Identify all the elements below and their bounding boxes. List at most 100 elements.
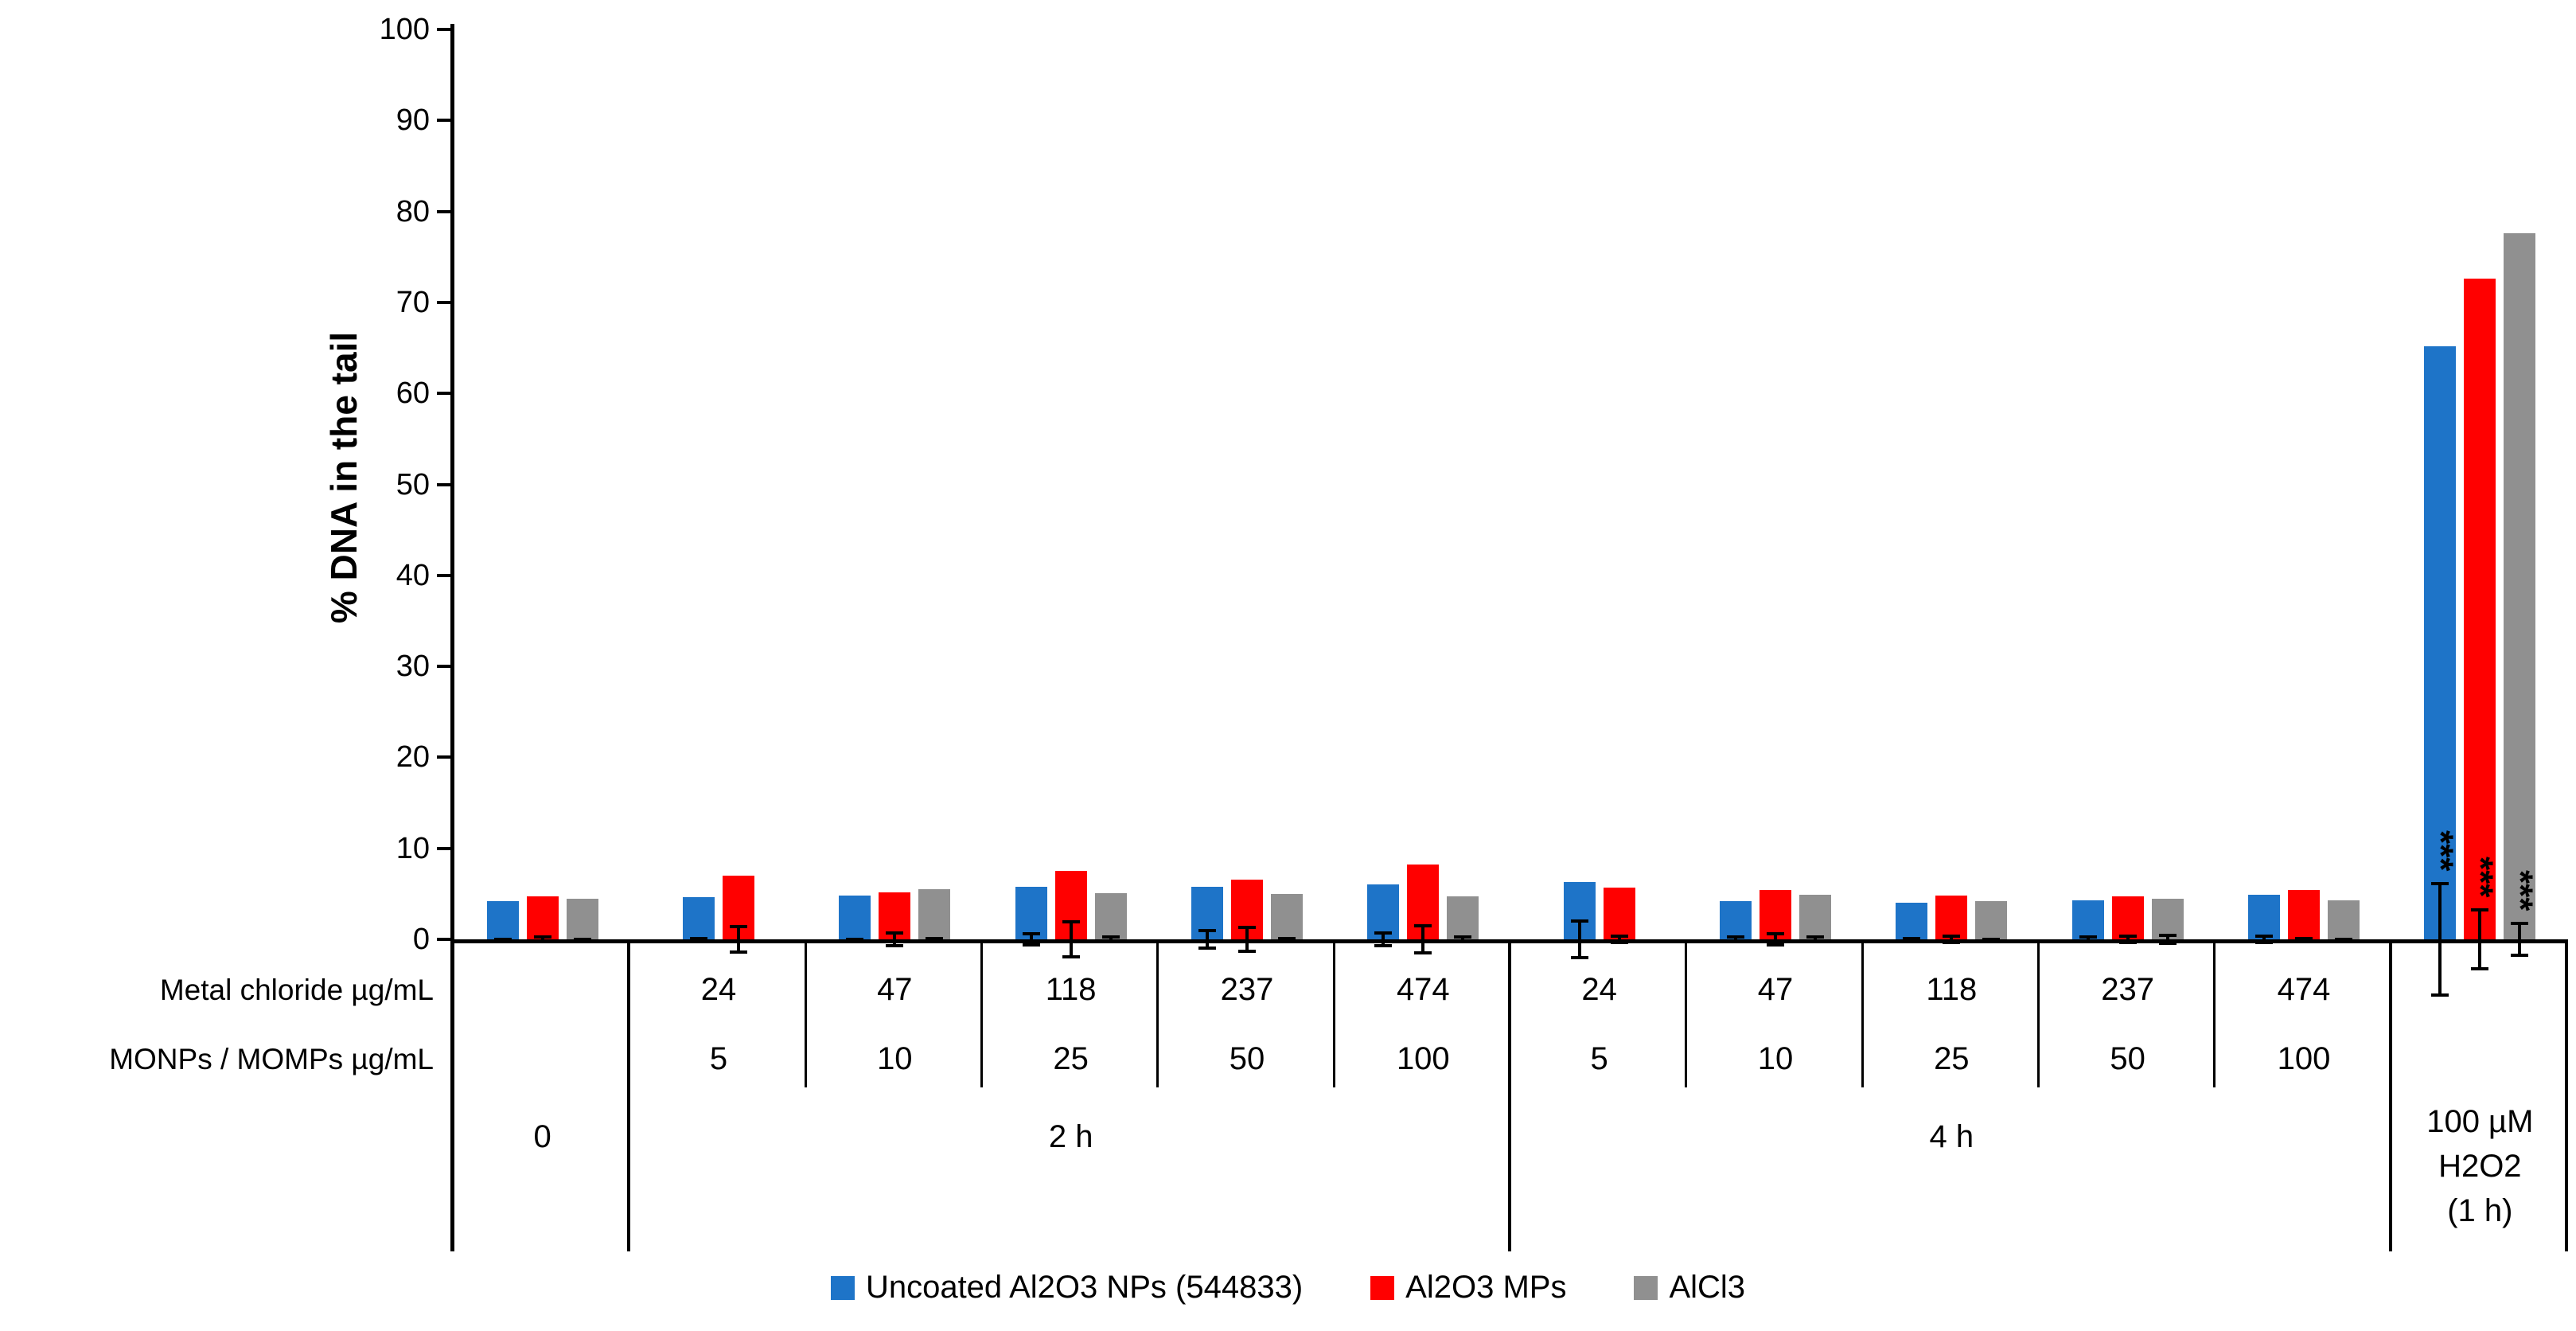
error-bar	[2118, 935, 2137, 944]
y-tick-mark	[437, 119, 451, 123]
y-tick-mark	[437, 573, 451, 577]
bar-group	[2216, 0, 2391, 944]
bar	[839, 896, 871, 942]
y-tick-label: 90	[396, 103, 430, 138]
error-cap-top	[2158, 934, 2177, 938]
error-bar	[1903, 936, 1921, 943]
monps-momps-row-label: MONPs / MOMPs µg/mL	[109, 1043, 434, 1075]
error-cap-top	[1277, 936, 1296, 940]
error-cap-bottom	[2471, 966, 2489, 970]
bar-group	[1687, 0, 1863, 947]
monps-momps-value: 10	[877, 1041, 913, 1076]
error-cap-top	[1237, 925, 1256, 929]
error-bar	[1237, 925, 1256, 954]
bar-group	[1511, 0, 1687, 960]
y-tick-label: 50	[396, 467, 430, 502]
bar	[1603, 887, 1635, 944]
error-cap-top	[2254, 935, 2273, 939]
error-cap-bottom	[1414, 951, 1432, 955]
bar-group	[1864, 0, 2040, 944]
error-bar	[1610, 935, 1628, 944]
monps-momps-value: 100	[1396, 1041, 1450, 1076]
error-whisker	[2518, 922, 2522, 957]
legend-swatch	[1634, 1275, 1658, 1300]
error-whisker	[1109, 935, 1113, 943]
error-cap-top	[1570, 919, 1588, 923]
section-divider	[1508, 939, 1511, 1251]
error-cap-bottom	[2118, 940, 2137, 944]
bar	[1563, 882, 1596, 960]
error-bar	[1766, 931, 1784, 947]
bar	[1094, 892, 1127, 943]
error-cap-bottom	[1903, 939, 1921, 943]
y-tick-label: 0	[412, 923, 430, 956]
bar	[1447, 896, 1479, 943]
bar	[1230, 879, 1263, 954]
legend-swatch	[1370, 1275, 1395, 1300]
error-whisker	[1733, 935, 1737, 943]
y-tick-label: 40	[396, 558, 430, 592]
error-cap-bottom	[846, 938, 864, 942]
error-cap-top	[1766, 931, 1784, 935]
bar	[1935, 896, 1968, 944]
error-cap-top	[729, 924, 747, 928]
error-whisker	[2262, 935, 2266, 944]
significance-label: ***	[2500, 869, 2540, 911]
error-cap-top	[1806, 935, 1824, 939]
significance-label: ***	[2421, 829, 2461, 871]
bar	[486, 901, 519, 942]
error-cap-bottom	[2511, 953, 2529, 957]
error-cap-top	[2118, 935, 2137, 939]
error-whisker	[1069, 920, 1073, 958]
error-cap-top	[926, 936, 944, 940]
error-cap-bottom	[1198, 946, 1216, 950]
error-cap-bottom	[1454, 939, 1472, 943]
bar	[722, 876, 754, 954]
bar-group: *** *** ***	[2392, 0, 2568, 997]
error-cap-top	[2079, 935, 2097, 939]
error-cap-top	[2511, 922, 2529, 926]
section-divider	[627, 939, 631, 1251]
error-whisker	[2438, 881, 2442, 997]
y-tick-label: 30	[396, 650, 430, 684]
error-cap-bottom	[2254, 940, 2273, 944]
section-divider	[2565, 939, 2568, 1251]
error-cap-bottom	[1022, 943, 1040, 947]
bar-group	[807, 0, 983, 948]
metal-chloride-value: 474	[1396, 972, 1450, 1007]
error-whisker	[2478, 908, 2482, 970]
error-bar	[689, 936, 707, 943]
section-divider	[2388, 939, 2392, 1251]
bar	[2327, 900, 2360, 942]
legend-label: Uncoated Al2O3 NPs (544833)	[865, 1270, 1304, 1305]
bar	[1799, 895, 1831, 943]
error-cap-bottom	[729, 950, 747, 954]
error-cap-bottom	[1101, 939, 1120, 943]
error-cap-bottom	[533, 939, 551, 943]
error-cap-bottom	[1766, 943, 1784, 947]
error-bar	[1198, 929, 1216, 950]
bar: ***	[2461, 279, 2500, 970]
error-bar	[2079, 935, 2097, 943]
error-cap-top	[2431, 881, 2449, 885]
bar	[2111, 896, 2144, 944]
error-bar	[1982, 937, 2001, 942]
bar	[682, 897, 715, 943]
error-bar	[1414, 923, 1432, 955]
y-tick-label: 20	[396, 740, 430, 775]
error-bar	[2471, 908, 2489, 970]
error-bar	[2158, 934, 2177, 945]
bar: ***	[2500, 233, 2540, 957]
bar: ***	[2421, 345, 2461, 997]
column-divider	[1861, 939, 1864, 1087]
error-cap-bottom	[1374, 944, 1393, 948]
bar	[1975, 901, 2008, 942]
error-cap-bottom	[2079, 939, 2097, 943]
error-cap-bottom	[1943, 940, 1961, 944]
bar	[1191, 886, 1223, 950]
error-bar	[533, 935, 551, 943]
bar	[1270, 893, 1303, 943]
bar	[2071, 900, 2104, 943]
error-bar	[1454, 935, 1472, 943]
